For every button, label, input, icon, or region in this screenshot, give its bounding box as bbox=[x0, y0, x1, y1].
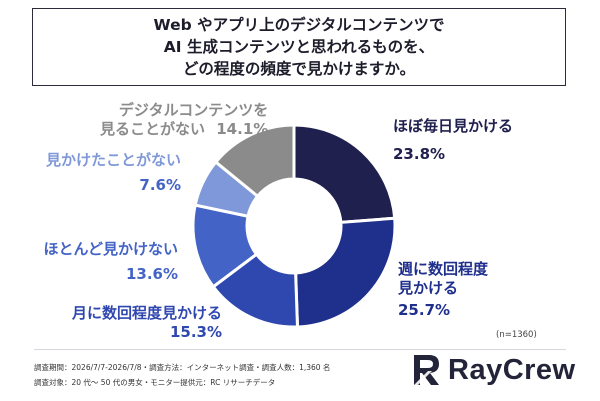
slice-value-weekly: 25.7% bbox=[398, 301, 451, 319]
raycrew-logo-text: RayCrew bbox=[448, 353, 576, 386]
slice-label-daily-name: ほぼ毎日見かける bbox=[393, 117, 514, 135]
slice-label-never-seen-name: 見かけたことがない bbox=[45, 151, 181, 169]
raycrew-logo: RayCrew bbox=[412, 353, 576, 387]
slice-value-daily: 23.8% bbox=[393, 145, 446, 163]
title-line-2: AI 生成コンテンツと思われるものを、 bbox=[163, 38, 435, 56]
donut-slice-no-digital bbox=[213, 123, 296, 199]
slice-label-no-digital: デジタルコンテンツを 見ることがない 14.1% bbox=[100, 101, 268, 139]
footer-line-2: 調査対象：20 代～ 50 代の男女・モニター提供元：RC リサーチデータ bbox=[34, 378, 276, 387]
slice-label-monthly-name: 月に数回程度見かける bbox=[72, 304, 223, 322]
sample-size-note: (n=1360) bbox=[496, 330, 537, 340]
slice-label-no-digital-line2: 見ることがない bbox=[100, 120, 206, 138]
title-line-1: Web やアプリ上のデジタルコンテンツで bbox=[153, 16, 445, 34]
slice-label-weekly-line1: 週に数回程度 bbox=[398, 260, 489, 278]
slice-label-rarely: ほとんど見かけない 13.6% bbox=[38, 240, 178, 284]
slice-label-never-seen: 見かけたことがない 7.6% bbox=[38, 151, 181, 195]
slice-value-rarely: 13.6% bbox=[125, 265, 178, 283]
slice-value-no-digital: 14.1% bbox=[216, 120, 269, 138]
slice-label-daily: ほぼ毎日見かける 23.8% bbox=[393, 117, 513, 164]
donut-slice-weekly bbox=[294, 216, 397, 329]
slice-label-no-digital-line1: デジタルコンテンツを bbox=[118, 101, 269, 119]
title-box: Web やアプリ上のデジタルコンテンツで AI 生成コンテンツと思われるものを、… bbox=[32, 8, 566, 86]
slice-label-weekly: 週に数回程度 見かける 25.7% bbox=[398, 260, 488, 320]
footer-line-1: 調査期間：2026/7/7-2026/7/8・調査方法：インターネット調査・調査… bbox=[34, 363, 331, 372]
footer-divider bbox=[34, 349, 566, 350]
slice-label-monthly: 月に数回程度見かける 15.3% bbox=[72, 304, 222, 342]
slice-value-monthly: 15.3% bbox=[169, 323, 223, 341]
slice-label-weekly-line2: 見かける bbox=[398, 279, 459, 297]
slice-label-rarely-name: ほとんど見かけない bbox=[43, 240, 178, 258]
donut-slice-daily bbox=[292, 123, 397, 225]
slice-value-never-seen: 7.6% bbox=[139, 176, 181, 194]
title-line-3: どの程度の頻度で見かけますか。 bbox=[182, 60, 416, 78]
raycrew-logo-icon bbox=[414, 355, 439, 385]
